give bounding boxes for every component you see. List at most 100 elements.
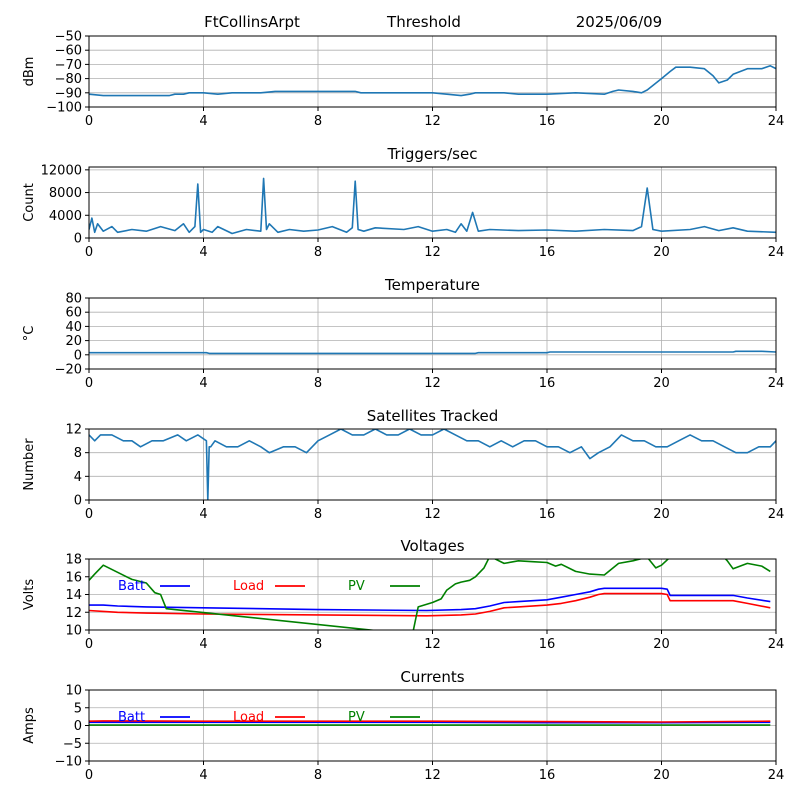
x-tick-label: 4 bbox=[199, 245, 207, 260]
x-tick-label: 8 bbox=[314, 376, 322, 391]
x-tick-label: 0 bbox=[85, 507, 93, 522]
header-date: 2025/06/09 bbox=[576, 13, 662, 31]
panel-title: Currents bbox=[400, 668, 464, 686]
legend-label-load: Load bbox=[233, 579, 264, 594]
panel-1: 0 4 8 12 16 20 24 −100−90−80−70−60−50 dBm bbox=[22, 30, 784, 130]
y-tick-label: 18 bbox=[65, 553, 82, 568]
y-axis-label: Count bbox=[22, 183, 37, 222]
panel-6: 0 4 8 12 16 20 24 −10 −5 0 5 10 Currents Amps Batt Load… bbox=[22, 668, 784, 783]
y-tick-label: 80 bbox=[65, 292, 82, 307]
legend-label-batt: Batt bbox=[118, 579, 145, 594]
legend: Batt Load PV bbox=[118, 710, 420, 725]
x-tick-label: 8 bbox=[314, 768, 322, 783]
legend-label-pv: PV bbox=[348, 710, 365, 725]
panel-title: Triggers/sec bbox=[387, 145, 478, 163]
x-tick-label: 8 bbox=[314, 507, 322, 522]
panel-title: Temperature bbox=[384, 276, 480, 294]
y-axis-label: Amps bbox=[22, 707, 37, 744]
x-tick-label: 4 bbox=[199, 376, 207, 391]
series-line-load bbox=[89, 592, 771, 617]
x-tick-label: 16 bbox=[539, 114, 556, 129]
x-tick-label: 16 bbox=[539, 245, 556, 260]
series-line-load bbox=[89, 720, 771, 723]
panel-title: Satellites Tracked bbox=[367, 407, 498, 425]
header-station: FtCollinsArpt bbox=[204, 13, 300, 31]
x-tick-label: 12 bbox=[424, 768, 441, 783]
x-tick-label: 20 bbox=[653, 637, 670, 652]
y-tick-label: 0 bbox=[74, 348, 82, 363]
series-line-1 bbox=[89, 350, 776, 355]
x-tick-label: 12 bbox=[424, 507, 441, 522]
y-tick-label: 8000 bbox=[49, 186, 82, 201]
y-tick-label: 40 bbox=[65, 320, 82, 335]
y-tick-label: 5 bbox=[74, 701, 82, 716]
x-tick-label: 24 bbox=[768, 114, 785, 129]
y-tick-label: 0 bbox=[74, 719, 82, 734]
y-tick-label: −50 bbox=[55, 30, 82, 45]
y-tick-label: −5 bbox=[63, 737, 82, 752]
panel-2: 0 4 8 12 16 20 24 0 4000 8000 12000 Triggers/sec Cou… bbox=[22, 145, 784, 260]
legend-label-load: Load bbox=[233, 710, 264, 725]
x-tick-label: 20 bbox=[653, 376, 670, 391]
y-axis-label: °C bbox=[22, 326, 37, 342]
x-tick-label: 20 bbox=[653, 768, 670, 783]
y-tick-label: 12 bbox=[65, 423, 82, 438]
x-tick-label: 8 bbox=[314, 637, 322, 652]
y-tick-label: −20 bbox=[55, 363, 82, 378]
y-tick-label: −70 bbox=[55, 58, 82, 73]
x-tick-label: 8 bbox=[314, 245, 322, 260]
x-tick-label: 4 bbox=[199, 507, 207, 522]
x-tick-label: 24 bbox=[768, 768, 785, 783]
y-tick-label: −90 bbox=[55, 86, 82, 101]
y-tick-label: −10 bbox=[55, 755, 82, 770]
x-tick-label: 24 bbox=[768, 245, 785, 260]
x-tick-label: 16 bbox=[539, 768, 556, 783]
panel-4: 0 4 8 12 16 20 24 0 4 8 12 Satellites Tracked Number bbox=[22, 407, 784, 522]
y-tick-label: 60 bbox=[65, 306, 82, 321]
x-tick-label: 12 bbox=[424, 114, 441, 129]
y-tick-label: 0 bbox=[74, 494, 82, 509]
legend-label-pv: PV bbox=[348, 579, 365, 594]
series-line-batt bbox=[89, 587, 771, 612]
x-tick-label: 20 bbox=[653, 114, 670, 129]
y-tick-label: 0 bbox=[74, 232, 82, 247]
y-tick-label: −100 bbox=[46, 101, 82, 116]
series-line-1 bbox=[89, 177, 776, 235]
x-tick-label: 12 bbox=[424, 637, 441, 652]
x-tick-label: 4 bbox=[199, 768, 207, 783]
y-tick-label: 12 bbox=[65, 606, 82, 621]
y-tick-label: 4 bbox=[74, 470, 82, 485]
x-tick-label: 0 bbox=[85, 245, 93, 260]
panel-title: Voltages bbox=[400, 537, 464, 555]
y-tick-label: 8 bbox=[74, 446, 82, 461]
legend: Batt Load PV bbox=[118, 579, 420, 594]
x-tick-label: 8 bbox=[314, 114, 322, 129]
y-tick-label: 10 bbox=[65, 624, 82, 639]
x-tick-label: 24 bbox=[768, 637, 785, 652]
x-tick-label: 4 bbox=[199, 637, 207, 652]
x-tick-label: 0 bbox=[85, 114, 93, 129]
y-tick-label: 14 bbox=[65, 588, 82, 603]
y-tick-label: 12000 bbox=[41, 163, 82, 178]
y-tick-label: −60 bbox=[55, 44, 82, 59]
x-tick-label: 20 bbox=[653, 245, 670, 260]
y-tick-label: 10 bbox=[65, 684, 82, 699]
y-axis-label: dBm bbox=[22, 57, 37, 87]
x-tick-label: 16 bbox=[539, 376, 556, 391]
x-tick-label: 24 bbox=[768, 507, 785, 522]
x-tick-label: 0 bbox=[85, 637, 93, 652]
series-line-1 bbox=[89, 65, 776, 97]
y-tick-label: 20 bbox=[65, 334, 82, 349]
series-line-1 bbox=[89, 429, 776, 500]
x-tick-label: 24 bbox=[768, 376, 785, 391]
y-tick-label: 4000 bbox=[49, 209, 82, 224]
x-tick-label: 4 bbox=[199, 114, 207, 129]
x-tick-label: 0 bbox=[85, 376, 93, 391]
x-tick-label: 12 bbox=[424, 245, 441, 260]
x-tick-label: 12 bbox=[424, 376, 441, 391]
panel-5: 0 4 8 12 16 20 24 10 12 14 16 18 Voltages Volts Batt Lo… bbox=[22, 537, 784, 652]
